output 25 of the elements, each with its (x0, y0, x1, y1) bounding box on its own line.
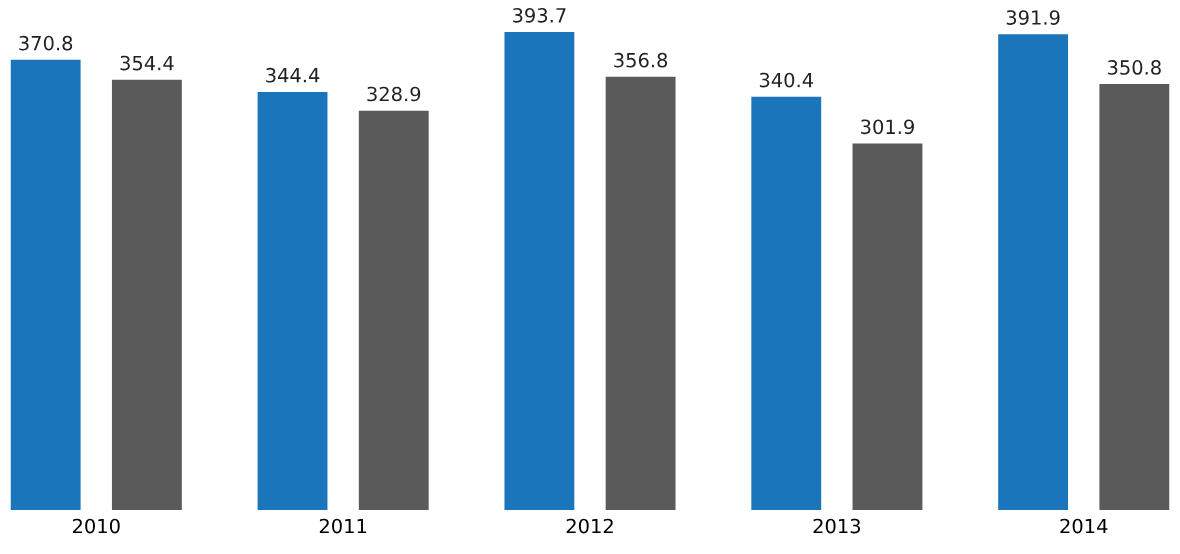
data-label: 354.4 (120, 55, 174, 71)
data-label: 356.8 (614, 52, 668, 68)
data-label: 344.4 (266, 67, 320, 83)
bar (1099, 84, 1170, 510)
bar (998, 34, 1069, 510)
data-label: 391.9 (1006, 10, 1060, 25)
data-label: 340.4 (759, 72, 813, 88)
bar (358, 110, 429, 510)
bar (257, 91, 328, 510)
bar (111, 79, 182, 510)
bar (605, 76, 676, 510)
data-label: 370.8 (19, 35, 73, 51)
bar (852, 143, 923, 510)
data-label: 301.9 (861, 119, 914, 135)
x-tick-label: 2012 (566, 518, 613, 534)
bar (504, 32, 575, 510)
bar (10, 59, 81, 510)
data-label: 350.8 (1107, 60, 1161, 75)
x-tick-label: 2011 (319, 518, 367, 534)
x-tick-label: 2013 (813, 518, 861, 534)
data-label: 393.7 (513, 7, 566, 23)
data-label: 328.9 (367, 86, 421, 102)
x-tick-label: 2014 (1060, 518, 1108, 534)
x-tick-label: 2010 (72, 518, 120, 534)
bar (751, 96, 822, 510)
